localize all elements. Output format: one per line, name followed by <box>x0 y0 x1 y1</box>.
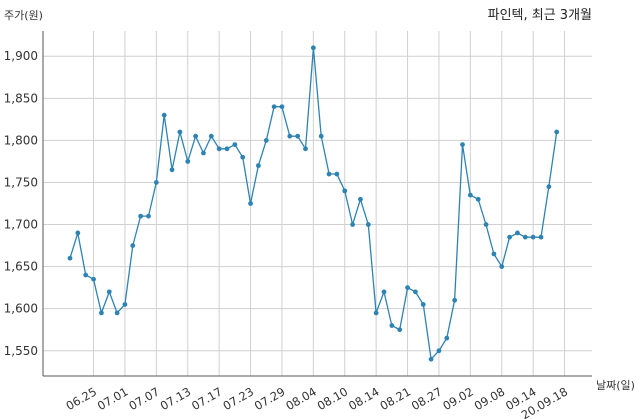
x-axis-label: 날짜(일) <box>596 378 635 392</box>
data-point <box>271 104 277 110</box>
data-point <box>420 302 426 307</box>
data-point <box>405 285 410 291</box>
data-point <box>146 213 151 219</box>
data-point <box>310 45 316 51</box>
data-point <box>161 112 167 118</box>
x-tick-label: 07.17 <box>189 384 225 413</box>
data-point <box>122 302 128 307</box>
x-tick-label: 07.01 <box>95 384 131 413</box>
data-point <box>138 213 144 219</box>
x-tick-label: 07.23 <box>221 384 257 413</box>
x-tick-label: 08.21 <box>378 384 414 413</box>
data-point <box>342 188 348 194</box>
x-tick-label: 09.08 <box>472 384 508 413</box>
x-tick-label: 07.29 <box>252 384 288 413</box>
chart-title: 파인텍, 최근 3개월 <box>488 8 592 23</box>
data-point <box>106 289 112 295</box>
data-point <box>169 167 175 173</box>
data-point <box>507 234 512 240</box>
data-point <box>295 133 301 139</box>
price-series <box>67 45 560 362</box>
data-point <box>554 129 560 135</box>
data-point <box>248 201 253 206</box>
data-point <box>522 234 528 240</box>
x-tick-label: 09.02 <box>440 384 476 413</box>
data-point <box>389 323 395 328</box>
x-tick-label: 08.10 <box>315 384 351 413</box>
y-tick-label: 1,800 <box>4 133 38 147</box>
x-tick-label: 08.14 <box>346 384 382 413</box>
data-point <box>75 230 81 236</box>
data-point <box>303 146 308 152</box>
data-point <box>546 184 552 190</box>
x-tick-label: 08.04 <box>283 384 319 413</box>
data-point <box>114 310 120 316</box>
data-point <box>67 255 73 261</box>
data-point <box>373 310 379 316</box>
data-point <box>208 133 214 139</box>
axes <box>42 31 592 377</box>
data-point <box>232 142 238 147</box>
data-point <box>530 234 536 240</box>
data-point <box>350 222 355 227</box>
data-point <box>334 171 340 177</box>
data-point <box>216 146 222 152</box>
y-tick-label: 1,550 <box>4 344 38 358</box>
data-point <box>365 222 371 227</box>
grid-lines <box>43 31 592 376</box>
y-tick-label: 1,650 <box>4 260 38 274</box>
data-point <box>177 129 183 135</box>
data-point <box>475 196 481 202</box>
data-point <box>499 264 505 270</box>
data-point <box>444 335 450 341</box>
data-point <box>467 192 473 198</box>
y-tick-label: 1,850 <box>4 91 38 105</box>
x-tick-label: 06.25 <box>64 384 100 413</box>
data-point <box>452 297 458 303</box>
y-tick-label: 1,750 <box>4 175 38 189</box>
data-point <box>240 154 246 160</box>
data-point <box>483 222 489 227</box>
x-tick-label: 08.27 <box>409 384 445 413</box>
data-point <box>326 171 332 177</box>
data-point <box>201 150 206 156</box>
data-point <box>515 230 520 236</box>
data-point <box>436 348 442 354</box>
data-point <box>256 163 261 169</box>
data-point <box>193 133 199 139</box>
data-point <box>83 272 89 278</box>
x-tick-label: 07.07 <box>126 384 162 413</box>
data-point <box>287 133 293 139</box>
data-point <box>263 137 269 143</box>
data-point <box>538 234 544 240</box>
data-point <box>358 196 363 202</box>
data-point <box>397 327 403 333</box>
data-point <box>428 356 434 362</box>
data-point <box>99 310 104 316</box>
y-tick-label: 1,700 <box>4 218 38 232</box>
y-tick-label: 1,900 <box>4 49 38 63</box>
y-tick-label: 1,600 <box>4 302 38 316</box>
data-point <box>130 243 136 248</box>
y-tick-labels: 1,550 1,600 1,650 1,700 1,750 1,800 1,850 1,900 <box>4 49 38 358</box>
data-point <box>318 133 324 139</box>
data-point <box>224 146 230 152</box>
x-tick-label: 07.13 <box>158 384 194 413</box>
data-point <box>460 142 465 147</box>
data-point <box>413 289 418 295</box>
data-point <box>185 159 191 164</box>
data-point <box>491 251 497 257</box>
data-point <box>279 104 285 110</box>
x-tick-labels: 06.2507.0107.0707.1307.1707.2307.2908.04… <box>64 384 571 419</box>
y-axis-label: 주가(원) <box>4 9 43 22</box>
data-point <box>153 180 159 185</box>
data-point <box>381 289 387 295</box>
data-point <box>91 276 96 282</box>
